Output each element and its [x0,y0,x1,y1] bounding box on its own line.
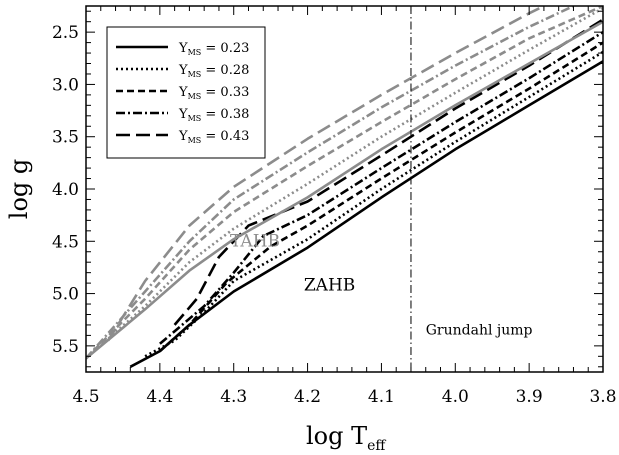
annotation-grundahl-jump: Grundahl jump [426,322,533,338]
x-tick-label: 4.0 [442,387,469,407]
x-axis-label: log Teff [306,422,386,451]
series-line-tahb-dashdot [86,6,575,360]
y-axis-label: log g [5,159,33,219]
y-tick-label: 4.0 [52,180,79,200]
x-tick-label: 4.4 [146,387,173,407]
annotation-layer: TAHB ZAHB Grundahl jump [230,232,533,339]
y-tick-label: 5.0 [52,285,79,305]
series-line-tahb-dashed [86,6,603,360]
series-line-zahb-longdash [173,18,603,326]
series-layer [86,6,603,368]
y-tick-label: 5.5 [52,337,79,357]
x-tick-label: 4.1 [368,387,395,407]
legend-label: YMS = 0.38 [178,107,249,123]
series-line-tahb-longdash [107,6,545,342]
legend-label: YMS = 0.23 [178,41,249,57]
legend-label: YMS = 0.43 [178,129,249,145]
series-line-zahb-dashed [159,41,603,353]
annotation-zahb: ZAHB [304,275,355,295]
legend-label: YMS = 0.28 [178,63,249,79]
legend-label: YMS = 0.33 [178,85,249,101]
annotation-tahb: TAHB [230,232,280,252]
x-tick-label: 4.3 [220,387,247,407]
y-tick-label: 3.0 [52,75,79,95]
series-line-tahb-solid [86,20,603,360]
series-line-zahb-dashdot [159,30,603,345]
x-tick-label: 4.5 [72,387,99,407]
x-tick-label: 4.2 [294,387,321,407]
tick-layer: 4.5 4.4 4.3 4.2 4.1 4.0 3.9 3.8 2.5 3.0 3.5 4.0 4.5 5… [52,6,617,407]
x-tick-label: 3.9 [516,387,543,407]
x-axis-label-main: log T [306,422,367,450]
y-tick-label: 4.5 [52,232,79,252]
y-tick-label: 3.5 [52,128,79,148]
x-tick-label: 3.8 [589,387,616,407]
legend: YMS = 0.23 YMS = 0.28 YMS = 0.33 YMS = 0.38… [106,26,266,159]
legend-box [106,26,266,159]
series-line-zahb-dotted [144,50,603,358]
x-axis-label-sub: eff [367,438,386,451]
y-tick-label: 2.5 [52,23,79,43]
